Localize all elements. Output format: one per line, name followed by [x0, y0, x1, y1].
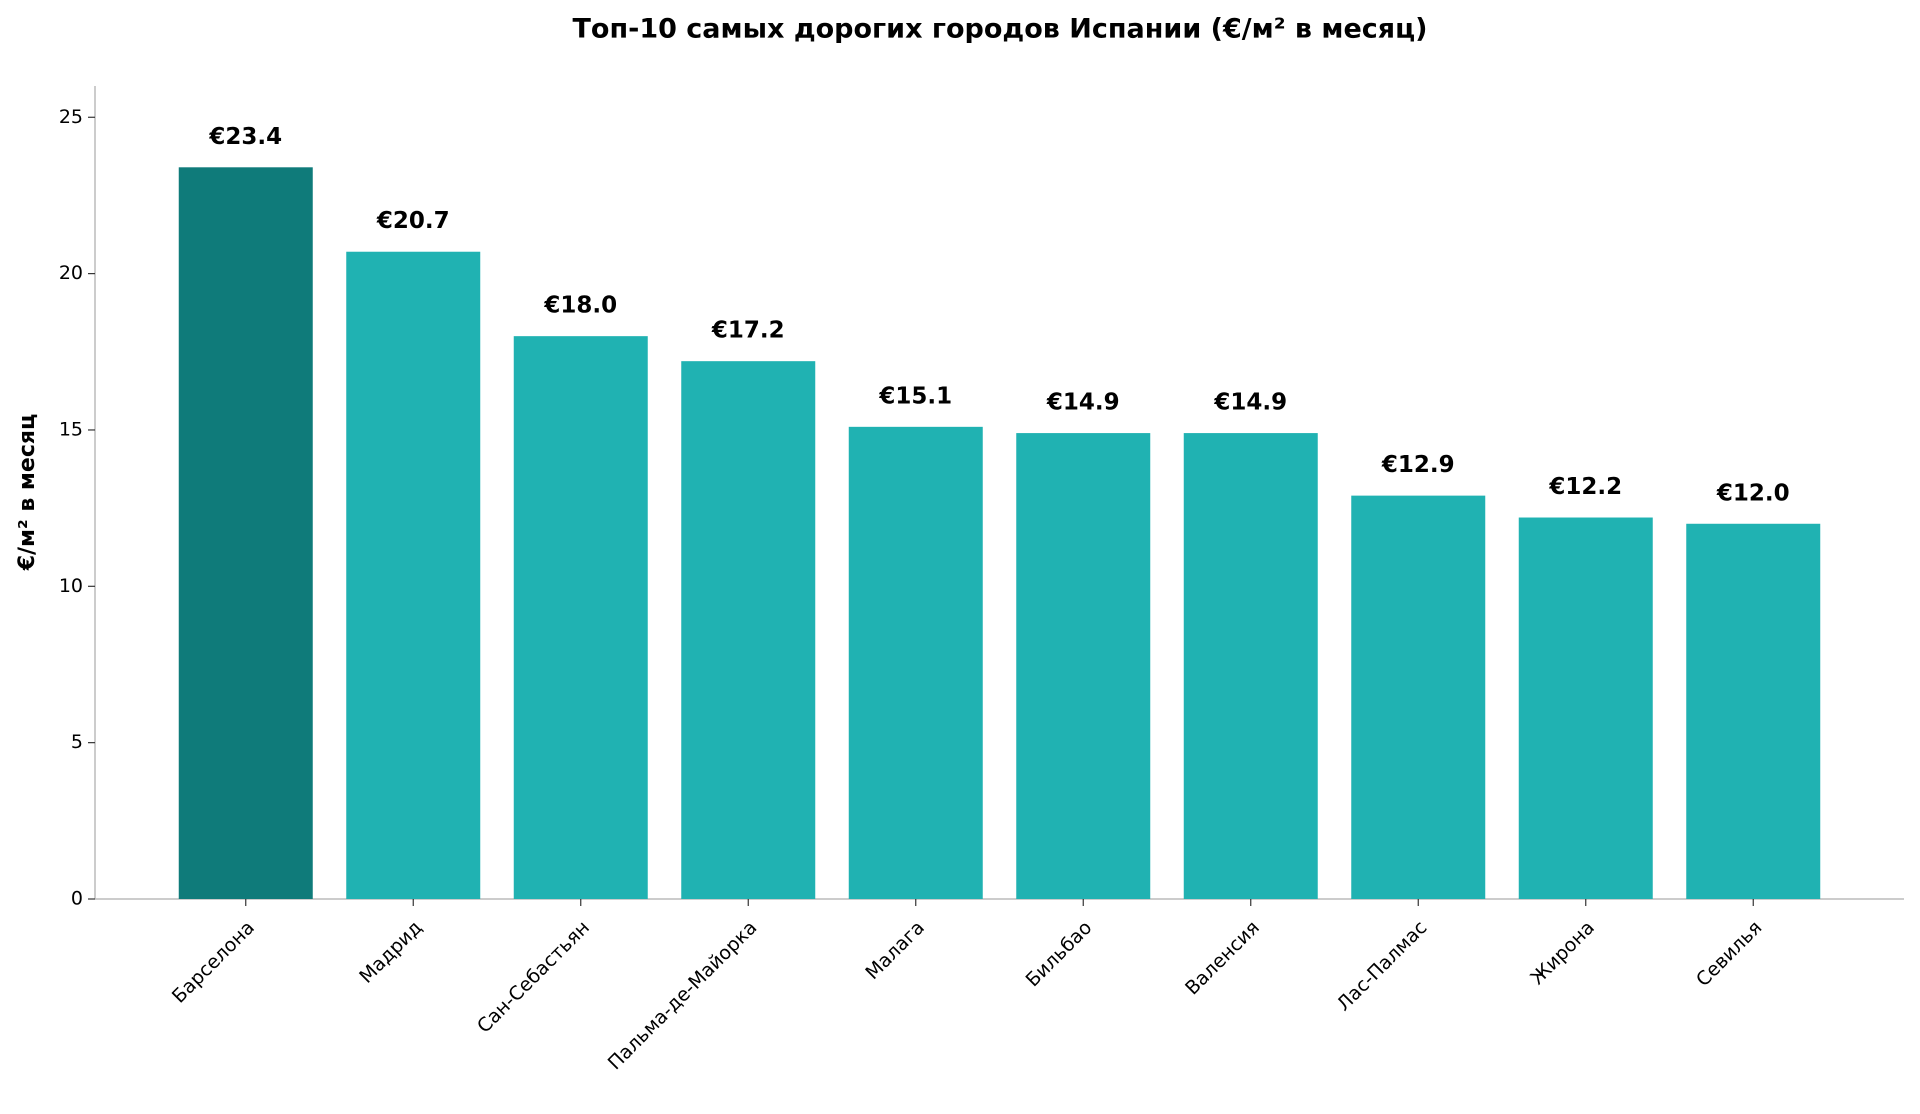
value-label: €12.0	[1716, 480, 1790, 506]
x-tick-label: Малага	[861, 917, 928, 984]
chart-title: Топ-10 самых дорогих городов Испании (€/…	[573, 14, 1428, 45]
bar	[681, 361, 816, 900]
y-tick-label: 20	[59, 262, 83, 284]
bar	[1686, 523, 1821, 899]
bar	[1016, 433, 1151, 899]
bar	[1183, 433, 1318, 899]
x-tick-label: Пальма-де-Майорка	[604, 917, 762, 1075]
y-axis-label: €/м² в месяц	[15, 414, 40, 572]
value-label: €12.9	[1381, 452, 1455, 478]
bar	[513, 336, 648, 900]
value-label: €20.7	[376, 208, 450, 234]
y-tick-label: 25	[59, 106, 83, 128]
y-tick-label: 5	[71, 731, 83, 753]
bar	[848, 426, 983, 899]
x-tick-label: Мадрид	[355, 917, 426, 988]
bar	[1351, 495, 1486, 899]
x-tick-label: Лас-Палмас	[1333, 917, 1432, 1016]
bar	[1518, 517, 1653, 899]
x-tick-label: Сан-Себастьян	[473, 917, 594, 1038]
x-tick-label: Жирона	[1526, 917, 1599, 990]
value-label: €12.2	[1548, 474, 1622, 500]
x-tick-label: Барселона	[168, 917, 259, 1008]
value-label: €15.1	[878, 383, 952, 409]
value-label: €18.0	[543, 293, 617, 319]
x-tick-label: Бильбао	[1022, 917, 1097, 992]
y-tick-label: 15	[59, 418, 83, 440]
value-label: €17.2	[711, 318, 785, 344]
value-label: €23.4	[208, 124, 282, 150]
value-label: €14.9	[1213, 390, 1287, 416]
y-tick-label: 10	[59, 575, 83, 597]
bar	[346, 251, 481, 899]
bar	[178, 167, 313, 900]
x-tick-label: Валенсия	[1181, 917, 1264, 1000]
y-tick-label: 0	[71, 888, 83, 910]
value-label: €14.9	[1046, 390, 1120, 416]
x-tick-label: Севилья	[1692, 917, 1766, 991]
